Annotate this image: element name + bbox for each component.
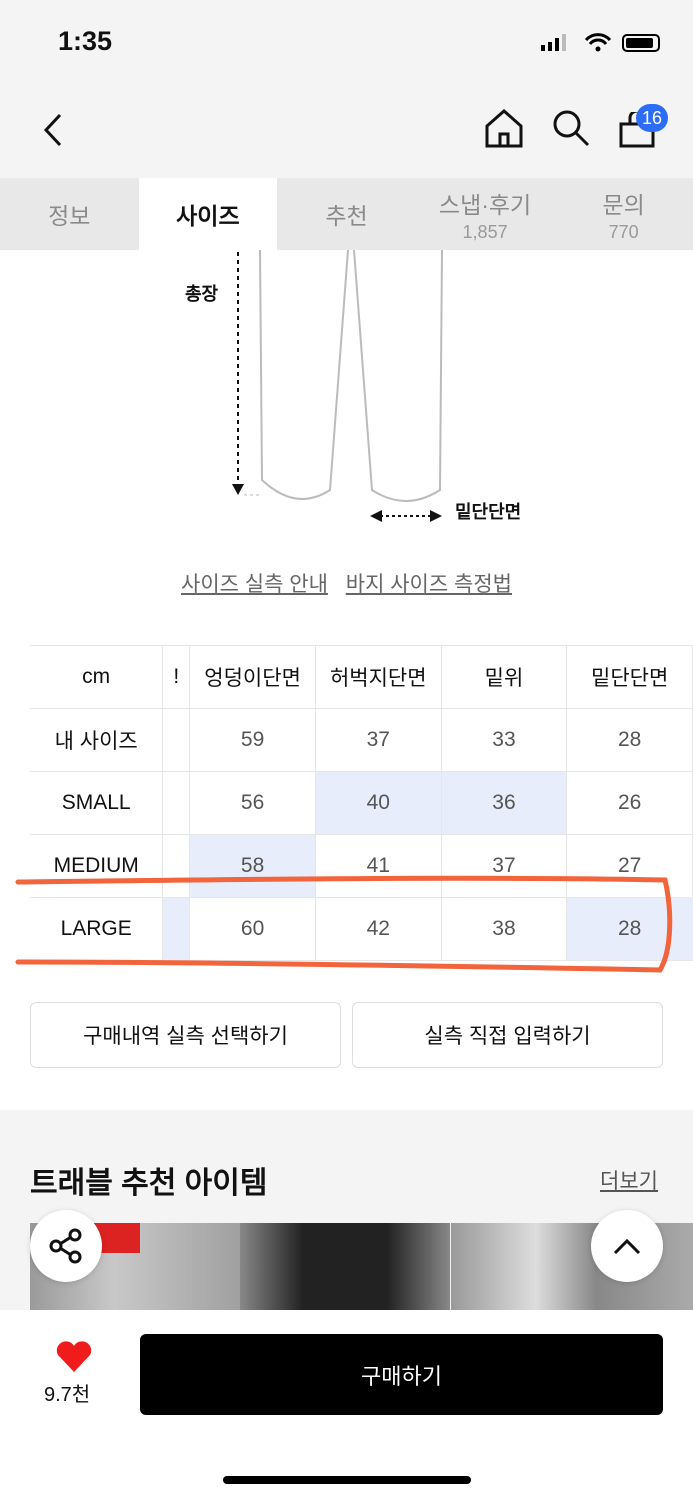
header-rise: 밑위 — [440, 645, 568, 709]
tab-count: 770 — [608, 221, 639, 242]
heart-icon[interactable] — [55, 1340, 93, 1374]
status-time: 1:35 — [58, 26, 113, 56]
back-icon[interactable] — [40, 112, 66, 148]
tab-recommend[interactable]: 추천 — [277, 178, 416, 250]
tab-label: 사이즈 — [176, 203, 240, 229]
buy-button[interactable]: 구매하기 — [140, 1334, 663, 1415]
row-label: MEDIUM — [30, 834, 164, 898]
table-row: SMALL 56 40 36 26 — [30, 771, 693, 835]
status-icons — [541, 33, 660, 52]
tab-bar: 정보 사이즈 추천 스냅·후기 1,857 문의 770 — [0, 178, 693, 250]
tab-reviews[interactable]: 스냅·후기 1,857 — [416, 178, 555, 250]
share-button[interactable] — [30, 1210, 102, 1282]
tab-label: 문의 — [602, 191, 645, 218]
red-annotation — [15, 875, 673, 973]
table-row: LARGE 60 42 38 28 — [30, 897, 693, 961]
tab-count: 1,857 — [462, 221, 508, 242]
size-links: 사이즈 실측 안내 바지 사이즈 측정법 — [0, 568, 693, 598]
tab-label: 정보 — [48, 203, 91, 229]
cell: 37 — [314, 708, 442, 772]
pants-diagram — [232, 250, 443, 522]
cell: 38 — [440, 897, 568, 961]
header-thigh: 허벅지단면 — [314, 645, 442, 709]
cell: 26 — [566, 771, 693, 835]
hem-label: 밑단단면 — [455, 502, 522, 522]
size-guide-link[interactable]: 사이즈 실측 안내 — [181, 573, 328, 596]
share-icon — [49, 1228, 82, 1264]
header-hip: 엉덩이단면 — [189, 645, 316, 709]
length-label: 총장 — [185, 284, 219, 304]
header-hem: 밑단단면 — [566, 645, 693, 709]
cell: 56 — [189, 771, 316, 835]
cell: 59 — [189, 708, 316, 772]
cell: 27 — [566, 834, 693, 898]
row-label: LARGE — [30, 897, 164, 961]
table-header-row: cm ! 엉덩이단면 허벅지단면 밑위 밑단단면 — [30, 645, 693, 709]
tab-size[interactable]: 사이즈 — [138, 178, 278, 250]
tab-label: 스냅·후기 — [438, 191, 532, 218]
tab-info[interactable]: 정보 — [0, 178, 139, 250]
table-row: 내 사이즈 59 37 33 28 — [30, 708, 693, 772]
partial-header: ! — [162, 645, 191, 709]
like-count: 9.7천 — [44, 1384, 91, 1406]
partial-cell — [162, 771, 191, 835]
search-icon[interactable] — [551, 108, 591, 148]
manual-input-button[interactable]: 실측 직접 입력하기 — [352, 1002, 663, 1068]
top-bar — [0, 0, 693, 178]
section-title: 트래블 추천 아이템 — [30, 1167, 268, 1200]
chevron-up-icon — [613, 1238, 641, 1255]
home-icon[interactable] — [484, 108, 524, 148]
cart-badge: 16 — [636, 104, 668, 132]
more-link[interactable]: 더보기 — [600, 1170, 658, 1193]
product-image[interactable] — [240, 1223, 450, 1310]
cell: 33 — [440, 708, 568, 772]
tab-label: 추천 — [325, 203, 368, 229]
size-table: cm ! 엉덩이단면 허벅지단면 밑위 밑단단면 내 사이즈 59 37 33 28 … — [30, 645, 693, 961]
select-purchase-measure-button[interactable]: 구매내역 실측 선택하기 — [30, 1002, 341, 1068]
partial-cell — [162, 708, 191, 772]
scroll-top-button[interactable] — [591, 1210, 663, 1282]
cell: 60 — [189, 897, 316, 961]
cell: 28 — [566, 708, 693, 772]
home-indicator — [223, 1476, 471, 1484]
row-label: 내 사이즈 — [30, 708, 164, 772]
row-label: SMALL — [30, 771, 164, 835]
measure-guide-link[interactable]: 바지 사이즈 측정법 — [345, 573, 512, 596]
cell: 36 — [440, 771, 568, 835]
unit-cell: cm — [30, 645, 164, 709]
cell: 42 — [314, 897, 442, 961]
tab-inquiry[interactable]: 문의 770 — [554, 178, 693, 250]
cell: 40 — [314, 771, 442, 835]
